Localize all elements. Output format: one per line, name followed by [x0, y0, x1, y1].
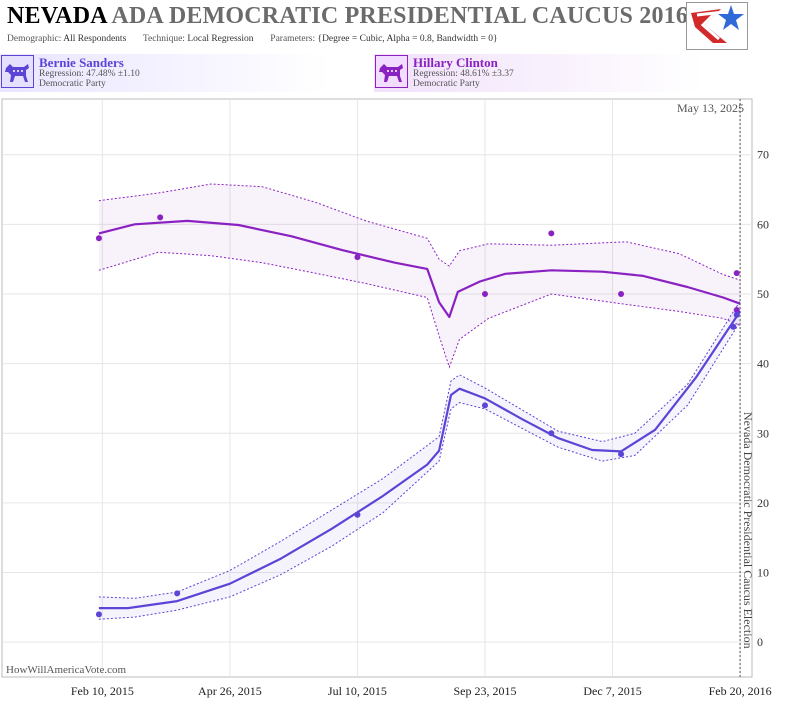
poll-point — [95, 235, 102, 242]
candidate-name: Hillary Clinton — [413, 55, 498, 70]
poll-point — [733, 311, 740, 318]
flag-star-icon — [691, 5, 744, 43]
regression-chart: 0 10 20 30 40 50 60 70 Feb 10, 2015 Apr 26, 2015 J… — [1, 98, 772, 698]
poll-point — [730, 323, 737, 330]
plot-area — [1, 98, 753, 678]
site-logo[interactable] — [686, 2, 748, 50]
poll-point — [354, 254, 361, 261]
event-label: Nevada Democratic Presidential Caucus El… — [741, 412, 755, 649]
parameters-value: {Degree = Cubic, Alpha = 0.8, Bandwidth … — [317, 34, 498, 44]
x-tick-label: Sep 23, 2015 — [453, 684, 516, 698]
candidate-regression: Regression: 48.61% ±3.37 — [413, 69, 514, 79]
chart-header: NEVADA ADA DEMOCRATIC PRESIDENTIAL CAUCU… — [0, 0, 789, 52]
candidate-name: Bernie Sanders — [39, 55, 124, 70]
y-tick-label: 50 — [757, 287, 769, 301]
poll-point — [354, 511, 361, 518]
poll-point — [481, 290, 488, 297]
donkey-icon — [1, 55, 34, 88]
candidate-card-sanders[interactable]: Bernie Sanders Regression: 47.48% ±1.10 … — [0, 54, 330, 92]
y-tick-label: 0 — [757, 635, 763, 649]
x-tick-label: Jul 10, 2015 — [328, 684, 387, 698]
poll-point — [95, 611, 102, 618]
poll-point — [174, 590, 181, 597]
poll-point — [618, 290, 625, 297]
x-tick-label: Feb 10, 2015 — [71, 684, 134, 698]
y-tick-label: 10 — [757, 566, 769, 580]
parameters-line: Demographic: All Respondents Technique: … — [7, 34, 498, 44]
y-tick-label: 30 — [757, 426, 769, 440]
parameters-label: Parameters: — [270, 34, 316, 44]
candidate-card-clinton[interactable]: Hillary Clinton Regression: 48.61% ±3.37… — [374, 54, 704, 92]
candidate-party: Democratic Party — [413, 79, 480, 89]
technique-label: Technique: — [142, 34, 185, 44]
date-annotation: May 13, 2025 — [677, 101, 744, 115]
watermark: HowWillAmericaVote.com — [6, 664, 126, 676]
poll-point — [548, 430, 555, 437]
demographic-value: All Respondents — [63, 34, 127, 44]
title-rest: ADA DEMOCRATIC PRESIDENTIAL CAUCUS 2016 — [111, 3, 689, 29]
poll-point — [481, 402, 488, 409]
candidate-party: Democratic Party — [39, 79, 106, 89]
poll-point — [733, 270, 740, 277]
x-tick-label: Feb 20, 2016 — [709, 684, 772, 698]
y-tick-label: 70 — [757, 148, 769, 162]
candidate-legend: Bernie Sanders Regression: 47.48% ±1.10 … — [0, 54, 789, 94]
confidence-band — [98, 301, 741, 620]
poll-point — [548, 230, 555, 237]
lower-bound-line — [98, 251, 741, 369]
title-state: NEVADA — [7, 3, 107, 29]
x-tick-label: Dec 7, 2015 — [583, 684, 641, 698]
page-title: NEVADA ADA DEMOCRATIC PRESIDENTIAL CAUCU… — [7, 3, 688, 30]
lower-bound-line — [98, 321, 741, 620]
candidate-regression: Regression: 47.48% ±1.10 — [39, 69, 140, 79]
poll-point — [618, 451, 625, 458]
technique-value: Local Regression — [187, 34, 254, 44]
demographic-label: Demographic: — [7, 34, 62, 44]
y-tick-label: 60 — [757, 217, 769, 231]
y-tick-label: 20 — [757, 496, 769, 510]
x-tick-label: Apr 26, 2015 — [198, 684, 262, 698]
upper-bound-line — [98, 300, 741, 599]
poll-point — [157, 214, 164, 221]
y-tick-label: 40 — [757, 357, 769, 371]
donkey-icon — [375, 55, 408, 88]
trend-line — [98, 219, 741, 319]
